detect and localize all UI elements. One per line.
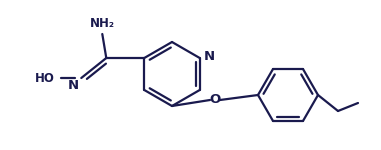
- Text: HO: HO: [34, 72, 54, 84]
- Text: O: O: [210, 93, 221, 106]
- Text: NH₂: NH₂: [90, 17, 115, 30]
- Text: N: N: [68, 79, 79, 92]
- Text: N: N: [204, 51, 215, 63]
